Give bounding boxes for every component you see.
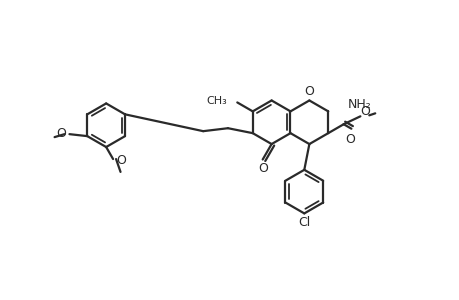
Text: O: O (304, 85, 313, 98)
Text: Cl: Cl (297, 216, 310, 229)
Text: CH₃: CH₃ (206, 97, 227, 106)
Text: O: O (116, 154, 126, 166)
Text: O: O (345, 133, 355, 146)
Text: O: O (359, 105, 369, 118)
Text: O: O (257, 162, 267, 175)
Text: O: O (56, 127, 67, 140)
Text: NH₂: NH₂ (347, 98, 371, 111)
